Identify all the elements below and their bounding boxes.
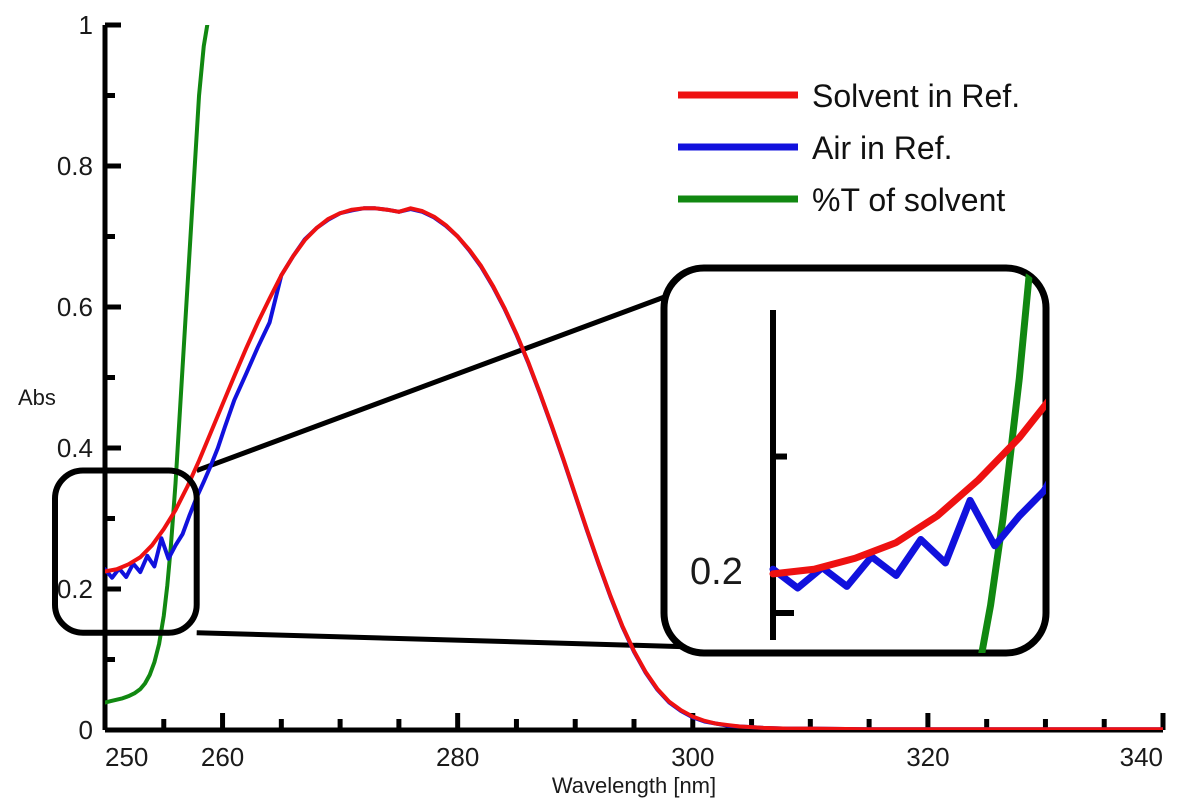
legend-item-solvent-in-ref[interactable]: Solvent in Ref. [678,78,1020,114]
legend-label-percent-t-of-solvent: %T of solvent [812,182,1005,218]
inset-series-line-solvent-in-ref [769,324,1046,578]
legend-label-air-in-ref: Air in Ref. [812,130,952,166]
y-tick-label: 0.6 [57,292,93,322]
legend-label-solvent-in-ref: Solvent in Ref. [812,78,1020,114]
series-line-solvent-in-ref [105,206,1163,730]
legend-item-air-in-ref[interactable]: Air in Ref. [678,130,952,166]
y-axis-tick-labels: 0 0.2 0.4 0.6 0.8 1 [57,10,93,745]
inset-series-line-air-in-ref [769,371,1046,592]
plot-axes: 0 0.2 0.4 0.6 0.8 1 250 260 280 300 320 340 [57,10,1166,772]
zoom-source-box [52,467,200,636]
x-tick-label: 280 [436,742,479,772]
y-tick-label: 0.2 [57,574,93,604]
x-axis-title: Wavelength [nm] [552,773,716,798]
y-tick-label: 0 [79,715,93,745]
y-axis-title: Abs [18,385,56,410]
x-tick-label: 320 [906,742,949,772]
x-axis-tick-labels: 250 260 280 300 320 340 [105,742,1163,772]
y-tick-label: 0.4 [57,433,93,463]
y-tick-label: 0.8 [57,151,93,181]
inset-panel: 0.2 [660,264,1050,657]
x-tick-label: 250 [105,742,148,772]
legend: Solvent in Ref. Air in Ref. %T of solven… [678,78,1020,218]
y-axis-ticks [105,22,121,733]
legend-item-percent-t-of-solvent[interactable]: %T of solvent [678,182,1005,218]
x-tick-label: 300 [671,742,714,772]
inset-tick-label: 0.2 [690,551,743,593]
x-tick-label: 340 [1120,742,1163,772]
inset-connector-lines [195,283,695,650]
x-tick-label: 260 [201,742,244,772]
series-line-percent-t-of-solvent [105,25,210,705]
y-tick-label: 1 [79,10,93,40]
